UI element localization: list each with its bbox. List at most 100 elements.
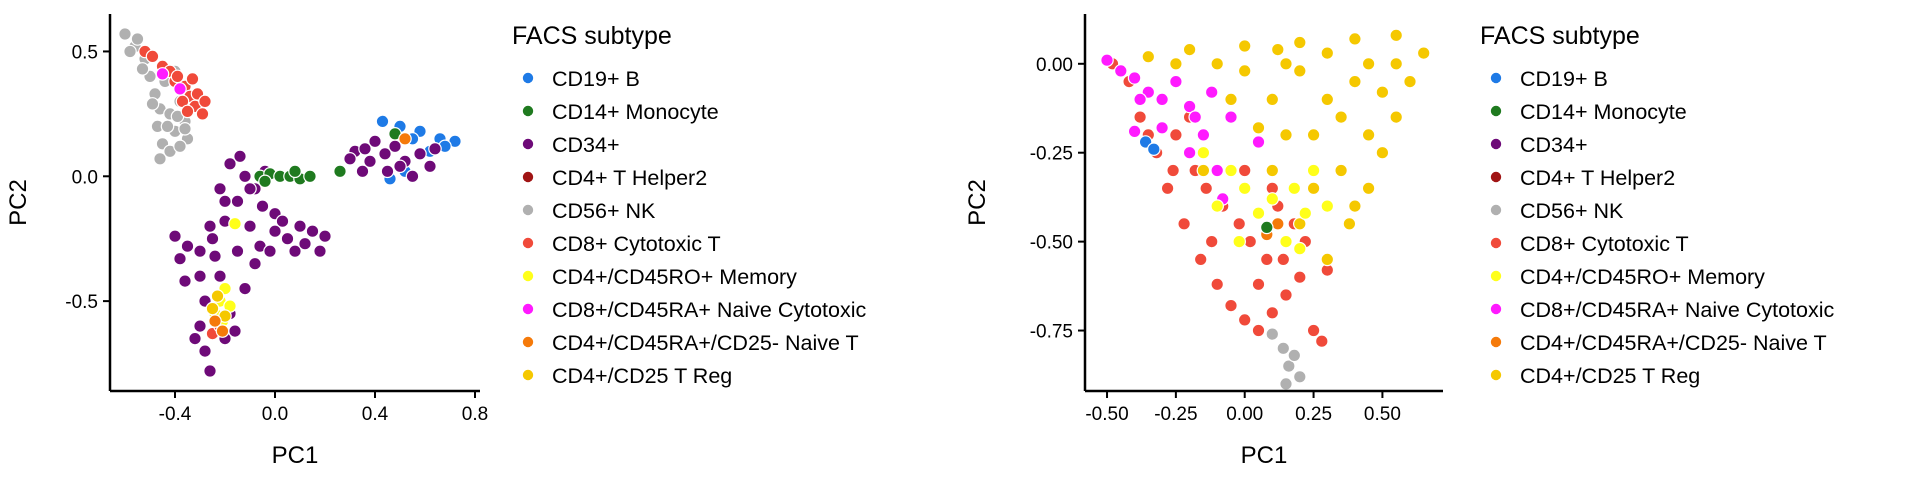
y-tick-label: -0.75 — [1030, 322, 1073, 343]
point-cd14-monocyte-7 — [288, 164, 302, 179]
x-tick-label: 0.4 — [362, 404, 389, 425]
point-cd4-cd25-t-reg-4 — [1348, 32, 1362, 46]
legend-key-cd56-nk — [1490, 204, 1502, 216]
point-cd8-cytotoxic-t-26 — [1237, 163, 1252, 178]
legend-label-cd34: CD34+ — [1520, 133, 1588, 157]
point-cd34-9 — [405, 169, 420, 184]
point-cd56-nk-22 — [123, 44, 137, 59]
point-cd8-cytotoxic-t-4 — [1160, 181, 1175, 196]
point-cd34-26 — [205, 231, 220, 246]
point-cd4-cd25-t-reg-0 — [1141, 49, 1156, 64]
point-cd56-nk-2 — [1287, 348, 1302, 363]
point-cd4-cd45ra-cd25-naive-t-1 — [215, 324, 230, 338]
point-cd4-cd45ro-memory-4 — [1265, 192, 1280, 206]
point-cd4-cd45ro-memory-5 — [1279, 234, 1293, 249]
point-cd34-28 — [180, 239, 195, 253]
legend: FACS subtype CD19+ B CD14+ Monocyte CD34+ CD… — [1480, 22, 1835, 388]
legend-key-cd4-cd45ro-memory — [1490, 270, 1502, 282]
legend-label-cd19-b: CD19+ B — [1520, 67, 1608, 91]
point-cd8-cytotoxic-t-24 — [1315, 334, 1329, 348]
point-cd8-cytotoxic-t-12 — [1279, 288, 1293, 302]
legend-label-cd4-t-helper2: CD4+ T Helper2 — [1520, 166, 1675, 190]
point-cd4-cd45ro-memory-8 — [1306, 163, 1321, 178]
point-cd34-4 — [413, 147, 427, 161]
points-layer — [1100, 28, 1431, 391]
point-cd34-25 — [318, 229, 332, 243]
point-cd8-cytotoxic-t-30 — [1232, 217, 1246, 231]
point-cd56-nk-1 — [1282, 359, 1296, 373]
point-cd34-58 — [213, 182, 227, 196]
legend-label-cd19-b: CD19+ B — [552, 67, 640, 91]
point-cd4-cd25-t-reg-19 — [1348, 74, 1362, 89]
legend-key-cd56-nk — [522, 204, 534, 216]
point-cd14-monocyte-0 — [1260, 220, 1274, 235]
point-cd8-cytotoxic-t-2 — [1133, 110, 1147, 124]
point-cd4-cd45ro-memory-6 — [1293, 241, 1307, 256]
legend-title: FACS subtype — [1480, 22, 1640, 50]
point-cd34-24 — [305, 224, 320, 238]
point-cd14-monocyte-8 — [333, 164, 347, 179]
point-cd4-cd45ro-memory-7 — [1210, 199, 1224, 213]
point-cd34-13 — [393, 159, 407, 174]
legend-label-cd34: CD34+ — [552, 133, 620, 157]
point-cd56-nk-4 — [1293, 369, 1307, 384]
point-cd4-cd45ro-memory-0 — [1196, 145, 1211, 160]
point-cd4-cd25-t-reg-15 — [1265, 92, 1280, 107]
point-cd34-47 — [188, 331, 202, 346]
point-cd4-cd45ra-cd25-naive-t-2 — [398, 132, 412, 146]
y-tick-label: -0.5 — [65, 292, 98, 313]
point-cd4-cd25-t-reg-3 — [1293, 35, 1307, 50]
point-cd4-cd25-t-reg-31 — [1361, 128, 1376, 142]
point-cd34-51 — [208, 249, 222, 264]
point-cd4-cd25-t-reg-17 — [1293, 64, 1307, 78]
point-cd4-cd45ro-memory-10 — [1232, 234, 1246, 249]
y-tick-label: -0.50 — [1030, 233, 1073, 254]
points-layer — [118, 27, 462, 378]
point-cd8-cd45ra-naive-cytotoxic-11 — [1155, 121, 1169, 135]
legend-label-cd8-cd45ra-naive-cytotoxic: CD8+/CD45RA+ Naive Cytotoxic — [552, 298, 867, 322]
point-cd34-32 — [193, 319, 207, 333]
point-cd4-cd25-t-reg-26 — [1375, 85, 1390, 99]
point-cd34-30 — [193, 269, 207, 283]
point-cd34-29 — [168, 229, 182, 243]
legend-label-cd4-cd45ra-cd25-naive-t: CD4+/CD45RA+/CD25- Naive T — [552, 331, 859, 355]
point-cd8-cd45ra-naive-cytotoxic-4 — [1155, 92, 1169, 107]
point-cd4-cd25-t-reg-25 — [1334, 110, 1348, 124]
legend-label-cd4-cd25-t-reg: CD4+/CD25 T Reg — [552, 364, 732, 388]
point-cd4-cd25-t-reg-0 — [210, 289, 225, 303]
legend-title: FACS subtype — [512, 22, 672, 50]
point-cd8-cd45ra-naive-cytotoxic-13 — [1133, 92, 1147, 107]
point-cd8-cytotoxic-t-23 — [1306, 323, 1321, 338]
point-cd4-cd25-t-reg-14 — [1306, 128, 1321, 142]
point-cd34-37 — [238, 281, 252, 296]
legend-key-cd8-cytotoxic-t — [1490, 237, 1502, 249]
point-cd4-cd25-t-reg-8 — [1389, 110, 1403, 124]
x-tick-label: 0.50 — [1364, 404, 1401, 425]
point-cd8-cd45ra-naive-cytotoxic-1 — [173, 82, 187, 96]
point-cd56-nk-8 — [153, 152, 167, 166]
point-cd8-cd45ra-naive-cytotoxic-14 — [1188, 110, 1202, 124]
point-cd34-46 — [178, 274, 192, 288]
x-axis-title: PC1 — [1241, 442, 1288, 469]
point-cd4-cd45ro-memory-1 — [1224, 163, 1238, 178]
point-cd8-cytotoxic-t-32 — [1199, 181, 1213, 196]
legend-label-cd56-nk: CD56+ NK — [1520, 199, 1624, 223]
point-cd8-cytotoxic-t-8 — [1224, 298, 1238, 313]
point-cd8-cytotoxic-t-11 — [185, 72, 200, 86]
legend-label-cd4-cd45ro-memory: CD4+/CD45RO+ Memory — [1520, 265, 1765, 289]
point-cd8-cytotoxic-t-35 — [1166, 163, 1180, 178]
legend-key-cd4-cd45ra-cd25-naive-t — [1490, 336, 1502, 348]
legend-label-cd4-cd45ra-cd25-naive-t: CD4+/CD45RA+/CD25- Naive T — [1520, 331, 1827, 355]
point-cd8-cytotoxic-t-11 — [1265, 305, 1280, 320]
point-cd8-cytotoxic-t-19 — [1169, 128, 1183, 142]
x-tick-label: -0.4 — [159, 404, 192, 425]
point-cd56-nk-3 — [1265, 327, 1280, 341]
point-cd4-cd25-t-reg-35 — [1348, 199, 1362, 213]
point-cd34-8 — [355, 164, 370, 179]
y-tick-label: 0.00 — [1036, 55, 1073, 76]
point-cd14-monocyte-5 — [303, 169, 317, 184]
point-cd8-cytotoxic-t-10 — [1251, 323, 1266, 338]
point-cd4-cd25-t-reg-20 — [1361, 56, 1376, 71]
point-cd34-42 — [288, 244, 302, 258]
point-cd34-59 — [275, 214, 290, 228]
